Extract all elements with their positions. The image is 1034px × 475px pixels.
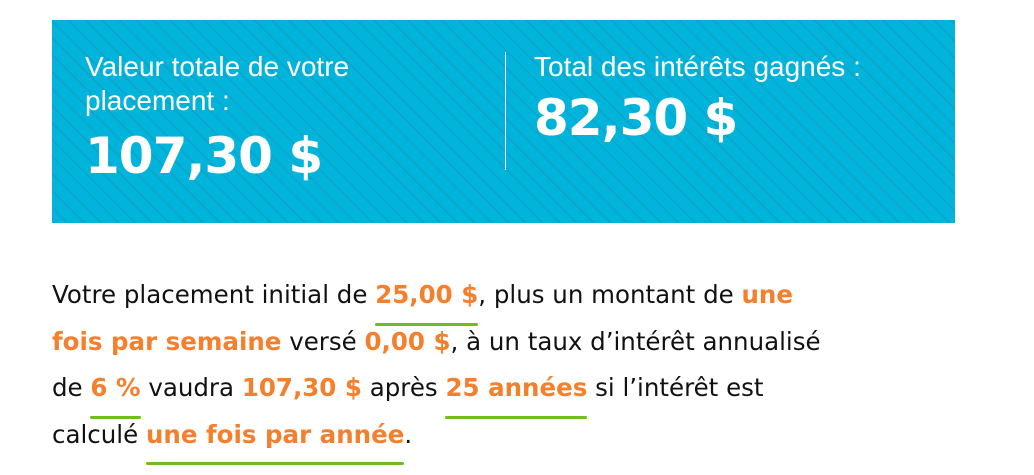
text: versé xyxy=(281,326,365,356)
text: . xyxy=(404,419,413,449)
text: vaudra xyxy=(140,373,242,402)
total-value-label: Valeur totale de votre placement : xyxy=(85,51,350,116)
divider xyxy=(505,52,506,170)
text: après xyxy=(361,373,446,402)
interest-block: Total des intérêts gagnés : 82,30 $ xyxy=(534,50,944,148)
total-value: 107,30 $ xyxy=(85,127,323,185)
contribution-amount: 0,00 $ xyxy=(364,326,451,356)
years[interactable]: 25 années xyxy=(445,365,587,418)
interest-value: 82,30 $ xyxy=(534,89,738,147)
text: , plus un montant de xyxy=(478,280,742,309)
text: de xyxy=(52,373,91,402)
summary-sentence: Votre placement initial de 25,00 $, plus… xyxy=(52,272,821,465)
initial-amount[interactable]: 25,00 $ xyxy=(375,272,479,325)
text: , à un taux d’intérêt annualisé xyxy=(450,326,821,356)
text: calculé xyxy=(52,419,146,449)
final-value: 107,30 $ xyxy=(241,373,362,402)
text: Votre placement initial de xyxy=(52,280,376,309)
total-value-block: Valeur totale de votre placement : 107,3… xyxy=(85,50,485,186)
compounding-frequency[interactable]: une fois par année xyxy=(145,412,405,465)
text: si l’intérêt est xyxy=(587,373,764,402)
results-panel: Valeur totale de votre placement : 107,3… xyxy=(52,20,955,223)
interest-rate[interactable]: 6 % xyxy=(90,365,141,418)
interest-label: Total des intérêts gagnés : xyxy=(534,51,861,82)
frequency-cont: fois par semaine xyxy=(52,326,282,356)
frequency: une xyxy=(741,280,793,309)
